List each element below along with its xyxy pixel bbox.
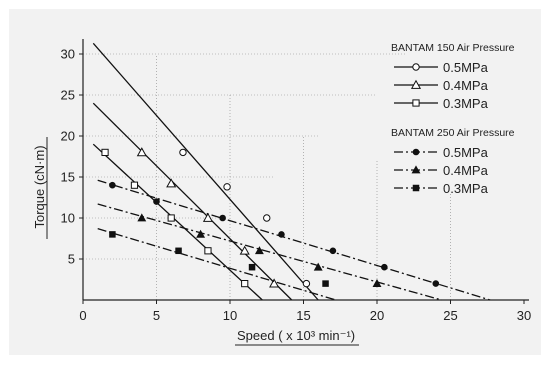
legend-label: 0.3MPa <box>443 181 489 196</box>
legend-marker <box>412 99 420 107</box>
data-point <box>269 278 280 288</box>
x-tick-label: 20 <box>370 308 384 323</box>
data-point <box>381 263 388 271</box>
data-point <box>372 278 382 287</box>
x-tick-label: 15 <box>296 308 310 323</box>
chart-svg: 0 5 10 15 20 25 30 5 10 15 20 25 30 Torque (cN·m) Sp… <box>32 39 532 346</box>
data-point <box>101 148 109 157</box>
legend-label: 0.4MPa <box>443 163 489 178</box>
legend-marker <box>412 184 420 192</box>
data-point <box>302 279 311 288</box>
data-point <box>137 213 147 222</box>
x-tick-label: 30 <box>517 308 531 323</box>
data-point <box>202 212 213 222</box>
y-axis-label: Torque (cN·m) <box>32 145 47 228</box>
series-line <box>97 179 491 301</box>
legend-label: 0.3MPa <box>443 96 489 111</box>
data-point <box>219 214 226 222</box>
y-tick-label: 30 <box>61 47 75 62</box>
data-point <box>166 178 177 188</box>
data-point <box>322 280 329 287</box>
data-point <box>136 147 147 157</box>
y-tick-label: 25 <box>61 88 75 103</box>
data-point <box>130 181 139 189</box>
chart-frame: 0 5 10 15 20 25 30 5 10 15 20 25 30 Torque (cN·m) Sp… <box>9 9 541 355</box>
x-axis-label: Speed ( x 10³ min⁻¹) <box>237 328 355 343</box>
series-line <box>92 143 263 301</box>
series-line <box>97 228 337 301</box>
legend-marker <box>410 79 422 89</box>
data-point <box>248 263 256 271</box>
legend-label: 0.5MPa <box>443 145 489 160</box>
x-tick-label: 10 <box>223 308 237 323</box>
legend-group-title: BANTAM 150 Air Pressure <box>391 42 515 54</box>
data-point <box>175 247 182 255</box>
legend-marker <box>412 63 420 71</box>
data-point <box>167 214 175 222</box>
series-line <box>92 102 293 301</box>
x-tick-label: 5 <box>153 308 160 323</box>
tick-layer: 0 5 10 15 20 25 30 5 10 15 20 25 30 <box>61 47 532 324</box>
y-tick-label: 10 <box>61 211 75 226</box>
data-point <box>278 231 285 238</box>
series-line <box>92 42 319 301</box>
y-tick-label: 20 <box>61 129 75 144</box>
y-tick-label: 5 <box>68 252 75 267</box>
data-point <box>241 280 249 288</box>
legend-marker <box>412 148 420 156</box>
legend: BANTAM 150 Air Pressure 0.5MPa 0.4MPa 0.3MP… <box>391 42 515 196</box>
data-point <box>179 148 187 157</box>
data-point <box>254 246 264 255</box>
series-layer <box>92 42 491 301</box>
grid-layer <box>83 53 451 300</box>
data-point <box>204 247 212 255</box>
data-point <box>153 198 160 205</box>
data-point <box>239 245 250 255</box>
legend-label: 0.4MPa <box>443 78 489 93</box>
axes-layer <box>82 39 529 301</box>
data-point <box>109 231 116 238</box>
data-point <box>223 183 231 191</box>
data-point <box>263 214 271 222</box>
data-point <box>313 262 323 271</box>
x-tick-label: 0 <box>79 308 86 323</box>
x-tick-label: 25 <box>443 308 457 323</box>
data-point <box>109 181 116 189</box>
legend-group-title: BANTAM 250 Air Pressure <box>391 127 515 139</box>
data-point <box>329 247 337 255</box>
series-line <box>97 203 442 301</box>
data-point <box>196 229 206 238</box>
data-point <box>432 280 440 287</box>
legend-marker <box>411 165 421 174</box>
legend-label: 0.5MPa <box>443 60 489 75</box>
y-tick-label: 15 <box>61 170 75 185</box>
